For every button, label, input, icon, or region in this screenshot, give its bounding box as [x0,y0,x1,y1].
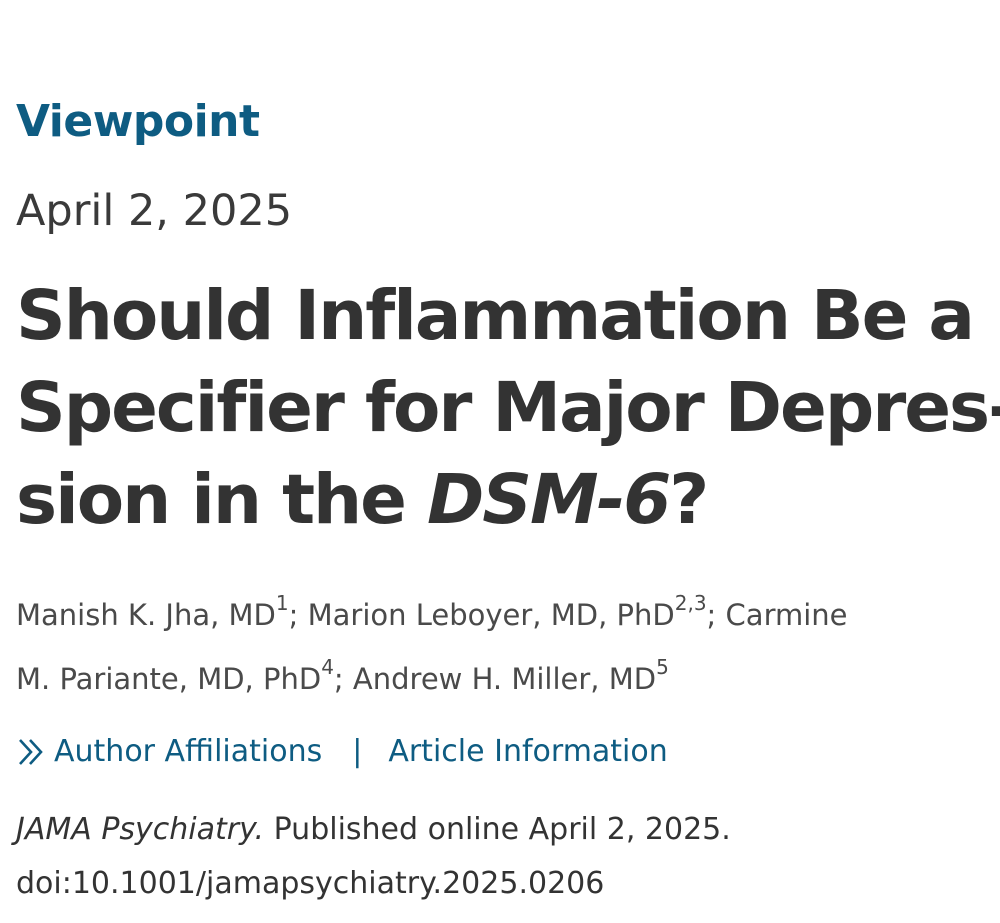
author-name[interactable]: Carmine [725,598,848,632]
journal-name: JAMA Psychiatry. [16,812,265,847]
title-line-2: Specifier for Major Depres- [16,368,1000,448]
article-title: Should Inflammation Be a Specifier for M… [16,270,1000,546]
author-line-2: M. Pariante, MD, PhD4; Andrew H. Miller,… [16,647,976,711]
affiliation-sup[interactable]: 5 [656,655,669,680]
article-type-label[interactable]: Viewpoint [16,96,260,147]
author-name[interactable]: Marion Leboyer, MD, PhD [307,598,675,632]
author-separator: ; [333,662,353,696]
double-chevron-right-icon[interactable] [16,735,46,769]
author-name[interactable]: Manish K. Jha, MD [16,598,276,632]
title-text: sion in the [16,460,427,540]
doi[interactable]: doi:10.1001/jamapsychiatry.2025.0206 [16,866,605,901]
affiliation-sup[interactable]: 2,3 [674,591,707,616]
article-information-link[interactable]: Article Information [388,734,668,769]
citation-line-1: JAMA Psychiatry. Published online April … [16,803,731,857]
author-name[interactable]: Andrew H. Miller, MD [352,662,657,696]
affiliation-sup[interactable]: 4 [321,655,334,680]
published-online: Published online April 2, 2025. [264,812,731,847]
title-line-1: Should Inflammation Be a [16,276,975,356]
title-question-mark: ? [669,460,709,540]
title-italic-dsm: DSM-6 [427,460,671,540]
author-separator: ; [288,598,308,632]
link-separator: | [352,734,363,769]
citation: JAMA Psychiatry. Published online April … [16,803,731,911]
author-affiliations-link[interactable]: Author Affiliations [54,734,323,769]
publication-date: April 2, 2025 [16,186,293,236]
author-list: Manish K. Jha, MD1; Marion Leboyer, MD, … [16,583,976,711]
author-line-1: Manish K. Jha, MD1; Marion Leboyer, MD, … [16,583,976,647]
author-separator: ; [706,598,726,632]
title-line-3: sion in the DSM-6? [16,454,976,546]
article-links: Author Affiliations | Article Informatio… [16,734,668,769]
affiliation-sup[interactable]: 1 [275,591,289,616]
author-name[interactable]: M. Pariante, MD, PhD [16,662,322,696]
